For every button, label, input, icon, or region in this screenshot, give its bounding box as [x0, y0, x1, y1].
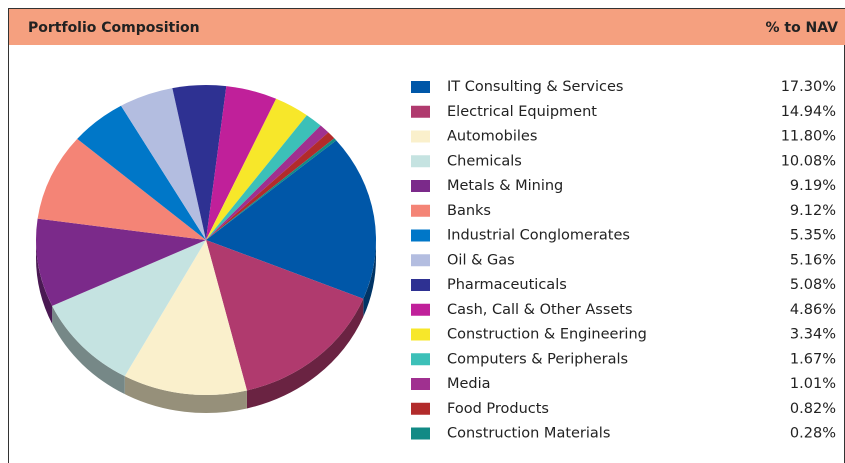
pie-slice [206, 125, 329, 240]
pie-slice [124, 240, 247, 395]
legend-swatch [411, 130, 430, 143]
pie-slice [206, 138, 337, 240]
legend-label: Pharmaceuticals [447, 277, 567, 293]
value-label: 0.82% [790, 401, 836, 417]
legend-label: Food Products [447, 401, 549, 417]
value-label: 10.08% [781, 153, 836, 169]
value-label: 1.01% [790, 376, 836, 392]
value-label: 17.30% [781, 79, 836, 95]
column-label: % to NAV [765, 20, 838, 36]
pie-slice [52, 240, 206, 377]
value-label: 14.94% [781, 104, 836, 120]
legend-swatch [411, 427, 430, 440]
panel-title: Portfolio Composition [28, 20, 200, 36]
legend-swatch [411, 303, 430, 316]
legend-swatch [411, 204, 430, 217]
value-label: 5.08% [790, 277, 836, 293]
pie-slice [37, 138, 207, 240]
pie-sides [36, 240, 376, 413]
legend-label: Computers & Peripherals [447, 351, 628, 367]
value-label: 5.16% [790, 252, 836, 268]
legend-swatch [411, 155, 430, 168]
legend-swatch [411, 402, 430, 415]
pie-slice [206, 240, 364, 391]
legend-swatch [411, 279, 430, 291]
pie-slice [36, 218, 207, 306]
pie-slice [206, 140, 376, 299]
legend-swatch [411, 229, 430, 242]
pie-slice [206, 86, 277, 241]
header [9, 9, 845, 45]
legend-label: IT Consulting & Services [447, 79, 623, 95]
slice-side [246, 298, 364, 409]
legend-label: Oil & Gas [447, 252, 515, 268]
value-label: 0.28% [790, 426, 836, 442]
slice-side [36, 240, 53, 324]
legend-swatch [411, 328, 430, 341]
pie-slice [77, 105, 206, 240]
legend-label: Construction Materials [447, 426, 610, 442]
legend-swatch [411, 353, 430, 366]
legend-swatch [411, 378, 430, 390]
pie-slice [206, 132, 335, 240]
pie-slice [121, 88, 206, 240]
pie-slice [206, 98, 307, 241]
legend-swatch [411, 254, 430, 267]
value-label: 9.12% [790, 203, 836, 219]
legend-label: Banks [447, 203, 491, 219]
value-label: 11.80% [781, 129, 836, 145]
slice-side [363, 240, 376, 317]
pie-slice [206, 115, 321, 240]
value-label: 4.86% [790, 302, 836, 318]
legend-swatch [411, 105, 430, 118]
slice-side [124, 376, 247, 413]
legend-label: Automobiles [447, 129, 537, 145]
legend-label: Industrial Conglomerates [447, 228, 630, 244]
value-label: 3.34% [790, 327, 836, 343]
legend-label: Cash, Call & Other Assets [447, 302, 633, 318]
legend-label: Construction & Engineering [447, 327, 647, 343]
value-label: 5.35% [790, 228, 836, 244]
legend-label: Chemicals [447, 153, 522, 169]
slice-side [52, 305, 125, 395]
legend-label: Media [447, 376, 491, 392]
legend-swatch [411, 81, 430, 93]
value-label: 9.19% [790, 178, 836, 194]
legend-swatch [411, 180, 430, 192]
legend-label: Electrical Equipment [447, 104, 597, 120]
value-label: 1.67% [790, 351, 836, 367]
pie-slice [172, 84, 227, 240]
legend-label: Metals & Mining [447, 178, 563, 194]
